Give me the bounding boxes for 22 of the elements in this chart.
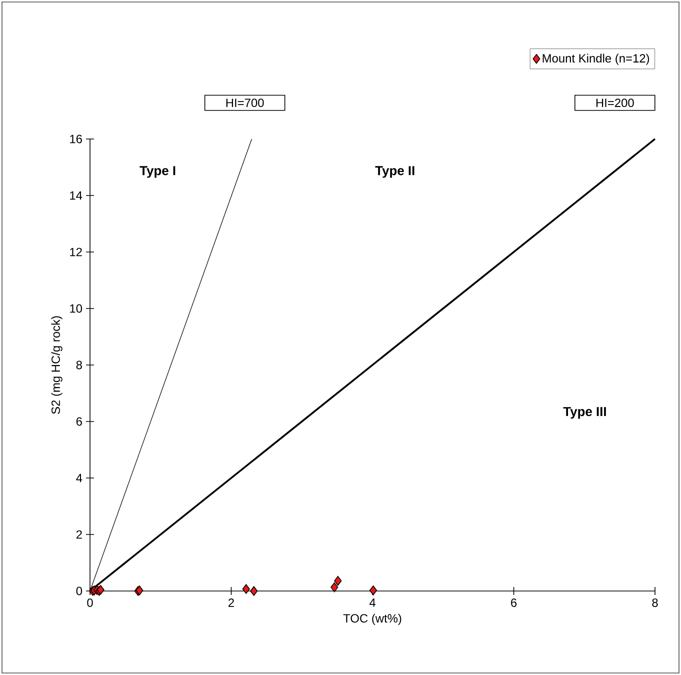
annotation: Type II: [375, 166, 414, 178]
x-tick-label: 8: [652, 598, 658, 607]
text: HI=700: [226, 98, 264, 108]
y-tick-label: 2: [76, 530, 82, 539]
y-tick-label: 14: [70, 191, 82, 200]
legend-label: Mount Kindle (n=12): [542, 54, 650, 65]
y-tick-label: 10: [70, 304, 82, 313]
y-tick-label: 4: [76, 474, 82, 482]
y-tick-label: 16: [70, 134, 82, 144]
x-tick-label: 6: [511, 598, 517, 607]
y-tick-label: 0: [76, 586, 82, 596]
y-tick-label: 12: [70, 248, 82, 256]
x-axis-title: TOC (wt%): [343, 614, 402, 625]
text: HI=200: [596, 98, 634, 108]
annotation: Type I: [140, 166, 176, 178]
annotation: Type III: [563, 407, 606, 419]
x-tick-label: 2: [228, 598, 234, 607]
y-tick-label: 6: [76, 417, 82, 426]
y-tick-label: 8: [76, 360, 82, 370]
x-tick-label: 4: [369, 598, 376, 607]
y-axis-title: S2 (mg HC/g rock): [51, 316, 62, 414]
x-tick-label: 0: [87, 598, 93, 607]
